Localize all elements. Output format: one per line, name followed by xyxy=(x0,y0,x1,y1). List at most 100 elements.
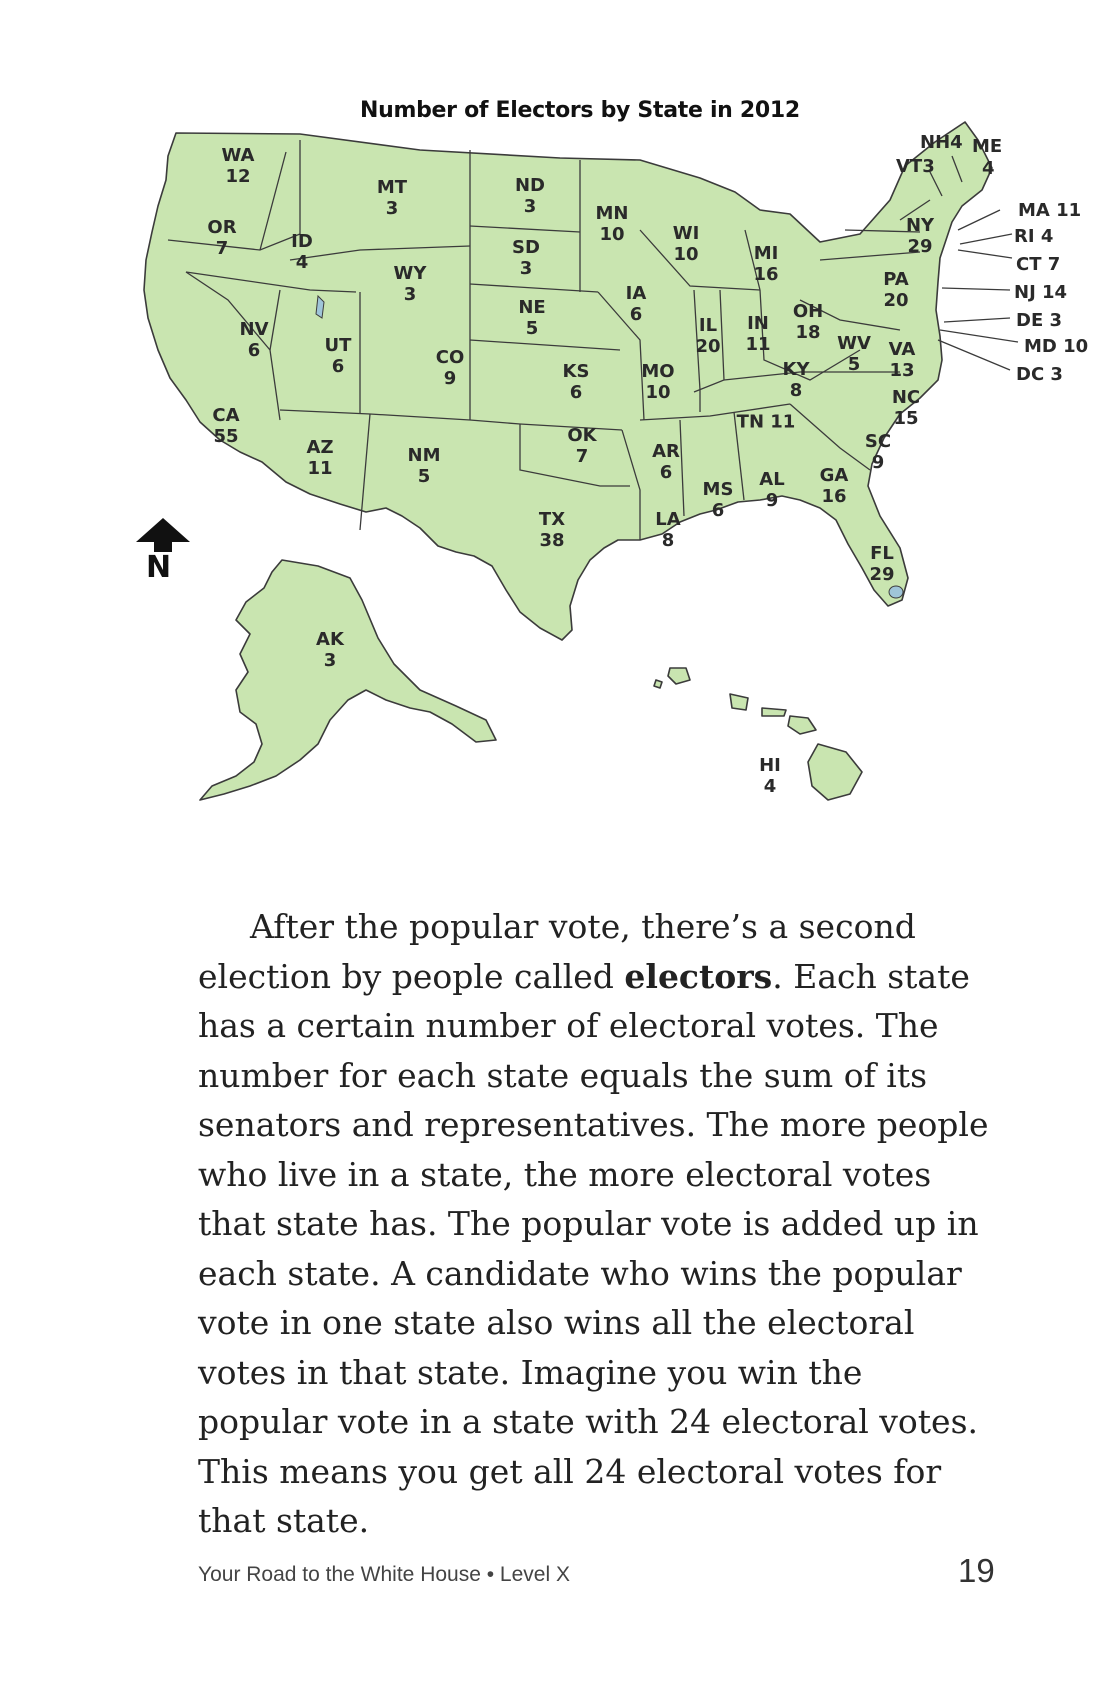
state-code: OR xyxy=(207,217,237,238)
state-label-ia: IA 6 xyxy=(626,283,647,325)
state-electors: 6 xyxy=(569,382,583,403)
state-electors: 7 xyxy=(575,446,589,467)
state-label-il: IL 20 xyxy=(695,315,720,357)
state-code: ID xyxy=(291,231,313,252)
state-code: SD xyxy=(512,237,540,258)
hawaii-molokai xyxy=(761,707,787,717)
state-code: TX xyxy=(538,509,566,530)
state-electors: 55 xyxy=(213,426,239,447)
callout-me-value: 4 xyxy=(982,158,995,179)
state-electors: 3 xyxy=(385,198,399,219)
state-code: ND xyxy=(514,175,546,196)
state-label-id: ID 4 xyxy=(291,231,313,273)
state-code: IA xyxy=(625,283,647,304)
state-label-ok: OK 7 xyxy=(567,425,596,467)
state-code: AR xyxy=(652,441,680,462)
state-label-mo: MO 10 xyxy=(641,361,674,403)
state-electors: 9 xyxy=(871,452,885,473)
state-electors: 18 xyxy=(795,322,821,343)
state-label-sd: SD 3 xyxy=(512,237,540,279)
state-electors: 16 xyxy=(821,486,847,507)
state-code: CO xyxy=(435,347,465,368)
state-electors: 9 xyxy=(765,490,779,511)
state-code: NY xyxy=(905,215,935,236)
state-electors: 6 xyxy=(659,462,673,483)
state-code: MN xyxy=(595,203,629,224)
state-electors: 5 xyxy=(525,318,539,339)
state-label-oh: OH 18 xyxy=(793,301,823,343)
state-electors: 3 xyxy=(523,196,537,217)
state-electors: 4 xyxy=(295,252,309,273)
state-label-va: VA 13 xyxy=(889,339,916,381)
hawaii-oahu xyxy=(729,693,749,711)
state-code: WY xyxy=(393,263,427,284)
footer-book-title: Your Road to the White House • Level X xyxy=(198,1563,570,1586)
callout-ct: CT 7 xyxy=(1016,254,1061,275)
alaska-shape xyxy=(199,559,497,801)
state-electors: 38 xyxy=(539,530,565,551)
state-electors: 3 xyxy=(323,650,337,671)
state-code: AL xyxy=(759,469,785,490)
state-label-la: LA 8 xyxy=(655,509,680,551)
electors-term: electors xyxy=(624,956,773,996)
callout-vt: VT3 xyxy=(896,156,935,177)
callout-nh: NH4 xyxy=(920,132,963,153)
state-label-tn: TN 11 xyxy=(737,412,796,433)
callout-ri: RI 4 xyxy=(1014,226,1054,247)
state-code: KS xyxy=(562,361,590,382)
state-label-wv: WV 5 xyxy=(837,333,871,375)
state-electors: 11 xyxy=(745,334,771,355)
state-code: NM xyxy=(407,445,441,466)
state-code: GA xyxy=(819,465,849,486)
state-label-ak: AK 3 xyxy=(316,629,344,671)
state-code: WV xyxy=(837,333,871,354)
state-electors: 13 xyxy=(889,360,915,381)
state-electors: 15 xyxy=(893,408,919,429)
state-label-nd: ND 3 xyxy=(515,175,545,217)
state-electors: 10 xyxy=(599,224,625,245)
state-code: MI xyxy=(753,243,779,264)
state-code: MO xyxy=(641,361,675,382)
contiguous-us-shape xyxy=(143,121,993,641)
state-label-ut: UT 6 xyxy=(325,335,352,377)
state-code: AK xyxy=(316,629,344,650)
callout-nj: NJ 14 xyxy=(1014,282,1068,303)
state-code: IL xyxy=(698,315,718,336)
state-label-mn: MN 10 xyxy=(596,203,629,245)
state-electors: 11 xyxy=(307,458,333,479)
state-code: OK xyxy=(567,425,597,446)
compass-north-label: N xyxy=(146,550,172,585)
state-code: AZ xyxy=(306,437,334,458)
state-electors: 12 xyxy=(225,166,251,187)
state-label-ar: AR 6 xyxy=(652,441,680,483)
state-code: PA xyxy=(883,269,909,290)
map-title: Number of Electors by State in 2012 xyxy=(360,98,800,123)
state-electors: 8 xyxy=(661,530,675,551)
state-code: SC xyxy=(864,431,892,452)
state-label-sc: SC 9 xyxy=(865,431,891,473)
state-electors: 5 xyxy=(417,466,431,487)
state-label-az: AZ 11 xyxy=(307,437,334,479)
state-electors: 10 xyxy=(673,244,699,265)
north-arrow-icon xyxy=(136,518,190,552)
state-electors: 20 xyxy=(695,336,721,357)
state-code: UT xyxy=(324,335,352,356)
state-code: OH xyxy=(792,301,824,322)
state-code: LA xyxy=(655,509,681,530)
state-electors: 6 xyxy=(331,356,345,377)
state-code-value: TN 11 xyxy=(736,411,796,433)
state-label-ga: GA 16 xyxy=(820,465,849,507)
hawaii-niihau xyxy=(653,679,663,689)
us-map-svg xyxy=(143,121,1019,801)
state-code: CA xyxy=(212,405,240,426)
state-label-or: OR 7 xyxy=(207,217,236,259)
state-label-ny: NY 29 xyxy=(906,215,934,257)
state-electors: 6 xyxy=(711,500,725,521)
state-label-wy: WY 3 xyxy=(394,263,427,305)
page-number: 19 xyxy=(958,1552,995,1589)
state-electors: 4 xyxy=(763,776,777,797)
state-label-ca: CA 55 xyxy=(212,405,239,447)
body-paragraph: After the popular vote, there’s a second… xyxy=(198,902,998,1546)
state-label-tx: TX 38 xyxy=(539,509,565,551)
state-code: HI xyxy=(759,755,781,776)
